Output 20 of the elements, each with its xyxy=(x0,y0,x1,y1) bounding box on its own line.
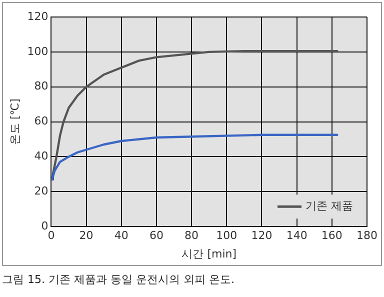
y-tick-label: 40 xyxy=(34,150,48,163)
y-tick-label: 20 xyxy=(34,184,48,198)
x-tick-label: 180 xyxy=(356,229,378,242)
x-tick-label: 160 xyxy=(321,229,342,242)
y-tick-label: 120 xyxy=(27,10,48,23)
y-tick-label: 100 xyxy=(27,44,48,58)
x-tick-label: 60 xyxy=(149,229,164,242)
x-tick-label: 80 xyxy=(184,229,199,242)
x-tick-label: 20 xyxy=(79,229,94,242)
legend-label: 기존 제품 xyxy=(306,199,354,212)
x-tick-label: 100 xyxy=(216,229,238,242)
y-tick-label: 60 xyxy=(34,114,48,128)
x-tick-label: 120 xyxy=(251,229,272,242)
x-tick-label: 40 xyxy=(114,229,128,242)
x-tick-label: 140 xyxy=(286,229,308,242)
y-axis-title: 온도 [℃] xyxy=(8,98,22,146)
y-tick-label: 0 xyxy=(41,219,48,232)
caption: 그림 15. 기존 제품과 동일 운전시의 외피 온도. xyxy=(2,272,234,287)
x-axis-title: 시간 [min] xyxy=(182,247,237,260)
y-tick-label: 80 xyxy=(34,80,48,93)
